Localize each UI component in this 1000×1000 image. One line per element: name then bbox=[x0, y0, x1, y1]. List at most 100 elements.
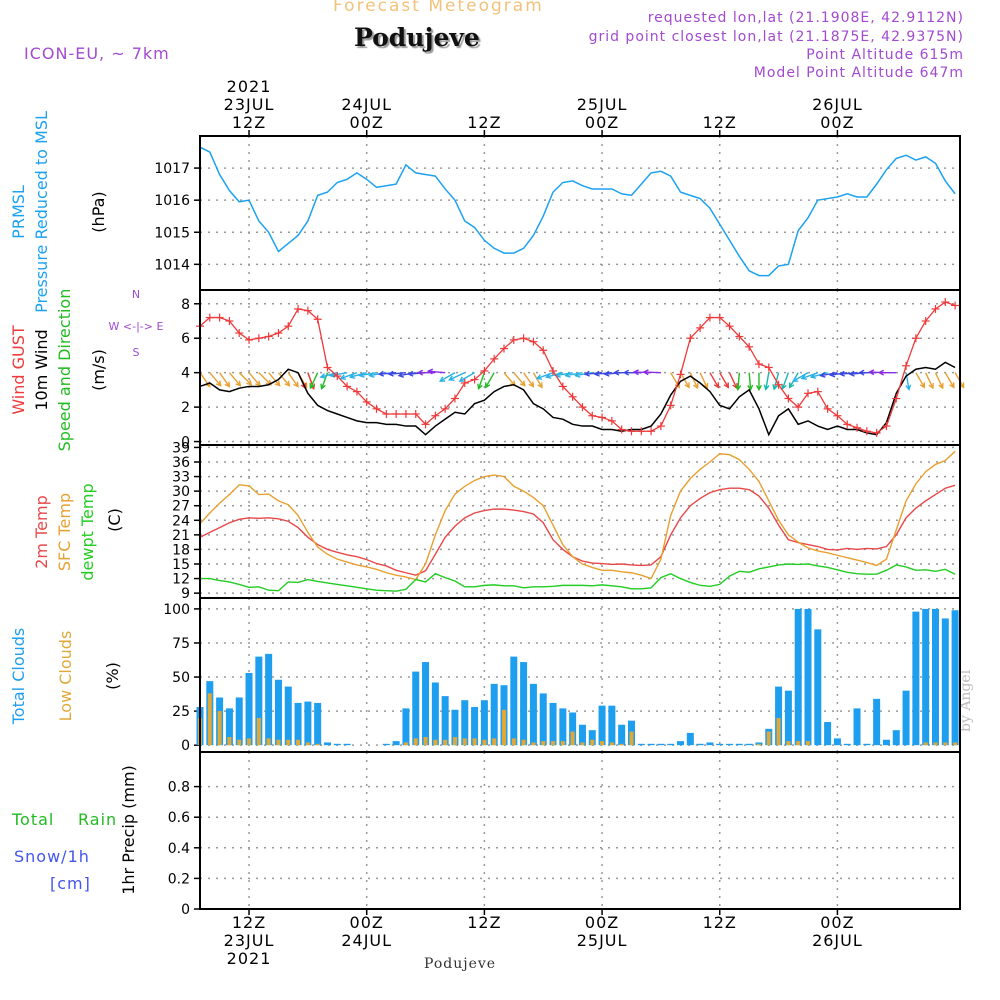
dewpoint-label: dewpt Temp bbox=[78, 483, 97, 580]
wind-direction-arrowhead bbox=[603, 370, 610, 377]
total-cloud-bar bbox=[775, 686, 783, 746]
wind-direction-arrowhead bbox=[593, 370, 600, 377]
y-tick-label: 33 bbox=[172, 470, 190, 486]
wind-direction-arrowhead bbox=[693, 383, 699, 390]
temp-sfc-label: SFC Temp bbox=[55, 493, 74, 571]
x-tick-label-top: 00Z bbox=[820, 113, 854, 132]
x-tick-label-top: 00Z bbox=[350, 113, 384, 132]
wind-direction-arrow bbox=[523, 372, 534, 387]
wind-direction-arrowhead bbox=[858, 369, 865, 376]
wind-direction-arrow bbox=[428, 370, 446, 374]
low-cloud-bar bbox=[227, 737, 232, 746]
wind-direction-arrowhead bbox=[800, 374, 807, 380]
wind-direction-arrow bbox=[679, 372, 690, 388]
total-cloud-bar bbox=[422, 662, 430, 746]
total-cloud-bar bbox=[892, 730, 900, 746]
low-cloud-bar bbox=[590, 739, 595, 746]
wind-direction-arrow bbox=[536, 372, 554, 380]
y-tick-label: 12 bbox=[172, 572, 190, 588]
wind-direction-arrowhead bbox=[642, 369, 649, 376]
wind-direction-arrowhead bbox=[448, 375, 455, 381]
low-cloud-bar bbox=[933, 742, 938, 746]
x-tick-label-bottom: 23JUL bbox=[224, 931, 275, 950]
low-cloud-bar bbox=[531, 742, 536, 746]
total-cloud-bar bbox=[569, 712, 577, 746]
total-cloud-bar bbox=[235, 697, 243, 746]
wind-direction-arrow bbox=[340, 372, 358, 380]
compass-north: N bbox=[132, 288, 140, 301]
pressure-unit: (hPa) bbox=[89, 191, 108, 232]
y-tick-label: 0.8 bbox=[168, 780, 190, 796]
x-tick-label-bottom: 00Z bbox=[350, 913, 384, 932]
compass-south: S bbox=[133, 346, 140, 359]
wind-direction-arrow bbox=[811, 371, 828, 378]
wind-direction-arrowhead bbox=[293, 381, 299, 388]
panel-precip: 0 0.2 0.4 0.6 0.8 bbox=[168, 752, 960, 918]
low-cloud-bar bbox=[286, 739, 291, 746]
low-cloud-bar bbox=[511, 738, 516, 746]
y-tick-label: 1015 bbox=[154, 225, 190, 241]
low-cloud-bar bbox=[560, 741, 565, 746]
total-cloud-bar bbox=[686, 732, 694, 746]
x-tick-label-top: 23JUL bbox=[224, 95, 275, 114]
y-tick-label: 0.6 bbox=[168, 810, 190, 826]
low-cloud-bar bbox=[806, 741, 810, 746]
total-cloud-bar bbox=[265, 653, 273, 746]
wind-direction-arrowhead bbox=[868, 369, 875, 376]
wind-direction-arrowhead bbox=[919, 382, 926, 389]
grid-point-location: grid point closest lon,lat (21.1875E, 42… bbox=[588, 29, 964, 45]
wind-direction-arrowhead bbox=[358, 371, 365, 378]
y-tick-label: 0 bbox=[181, 435, 190, 451]
low-cloud-bar bbox=[502, 709, 506, 746]
total-cloud-bar bbox=[520, 662, 528, 746]
low-cloud-bar bbox=[462, 738, 467, 746]
total-cloud-bar bbox=[814, 629, 822, 746]
temp-2m-line bbox=[199, 484, 956, 576]
y-tick-label: 100 bbox=[163, 602, 190, 618]
model-label: ICON-EU, ~ 7km bbox=[24, 44, 170, 63]
total-cloud-bar bbox=[912, 611, 920, 746]
pressure-label-short: PRMSL bbox=[9, 185, 28, 239]
wind-direction-arrowhead bbox=[735, 384, 742, 392]
wind-direction-arrow bbox=[228, 372, 241, 387]
y-tick-label: 2 bbox=[181, 400, 190, 416]
wind-direction-arrowhead bbox=[938, 383, 944, 390]
total-cloud-bar bbox=[696, 743, 704, 746]
total-cloud-bar bbox=[392, 741, 400, 746]
low-cloud-bar bbox=[217, 711, 222, 746]
total-cloud-bar bbox=[863, 743, 871, 746]
low-cloud-bar bbox=[786, 741, 791, 746]
wind-direction-arrowhead bbox=[905, 384, 912, 391]
total-cloud-bar bbox=[637, 743, 645, 746]
wind-direction-arrowhead bbox=[519, 380, 526, 387]
low-clouds-label: Low Clouds bbox=[56, 631, 75, 722]
total-cloud-bar bbox=[824, 722, 832, 746]
low-cloud-bar bbox=[756, 743, 761, 746]
low-cloud-bar bbox=[413, 738, 418, 746]
wind-direction-arrow bbox=[830, 371, 848, 376]
wind-direction-arrow bbox=[689, 372, 699, 389]
total-cloud-bar bbox=[451, 709, 459, 746]
wind-direction-arrowhead bbox=[763, 384, 770, 391]
wind-direction-arrow bbox=[925, 372, 934, 389]
wind-direction-arrow bbox=[546, 371, 564, 378]
wind-direction-arrow bbox=[485, 372, 495, 388]
total-cloud-bar bbox=[441, 696, 449, 746]
y-tick-label: 9 bbox=[181, 586, 190, 602]
total-cloud-bar bbox=[853, 708, 861, 746]
wind-direction-arrow bbox=[277, 372, 290, 387]
pressure-line bbox=[199, 146, 956, 277]
wind-direction-arrowhead bbox=[215, 380, 222, 387]
wind-direction-arrowhead bbox=[819, 371, 826, 378]
low-cloud-bar bbox=[776, 717, 781, 746]
wind-direction-arrowhead bbox=[458, 376, 465, 382]
wind-direction-arrow bbox=[449, 372, 466, 381]
low-cloud-bar bbox=[256, 717, 261, 746]
total-cloud-bar bbox=[314, 702, 322, 746]
low-cloud-bar bbox=[237, 739, 242, 746]
wind-direction-arrowhead bbox=[545, 373, 552, 379]
y-tick-label: 0 bbox=[181, 902, 190, 918]
low-cloud-bar bbox=[541, 741, 546, 746]
